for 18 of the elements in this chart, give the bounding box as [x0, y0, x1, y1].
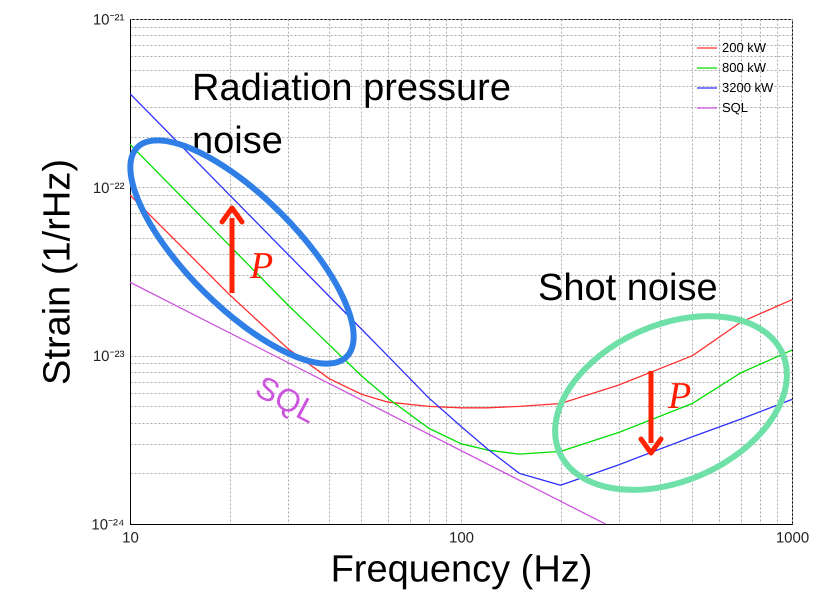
- annotation: Shot noise: [538, 267, 718, 309]
- y-tick-label: 10⁻²⁴: [91, 516, 124, 534]
- x-axis-title: Frequency (Hz): [330, 548, 592, 590]
- annotation: SQL: [250, 368, 324, 430]
- x-tick-label: 10: [122, 530, 139, 546]
- y-tick-label: 10⁻²³: [92, 348, 124, 366]
- y-tick-label: 10⁻²¹: [92, 12, 124, 28]
- legend-label: 200 kW: [722, 40, 767, 55]
- annotation: P: [667, 375, 692, 417]
- x-tick-label: 100: [448, 530, 474, 546]
- y-axis-title: Strain (1/rHz): [36, 159, 78, 385]
- legend-label: 3200 kW: [722, 80, 774, 95]
- legend-label: 800 kW: [722, 60, 767, 75]
- annotation: Radiation pressure noise: [192, 67, 511, 162]
- legend-label: SQL: [722, 100, 748, 115]
- y-tick-label: 10⁻²²: [92, 180, 124, 197]
- annotation: P: [249, 245, 274, 287]
- x-tick-label: 1000: [776, 530, 810, 546]
